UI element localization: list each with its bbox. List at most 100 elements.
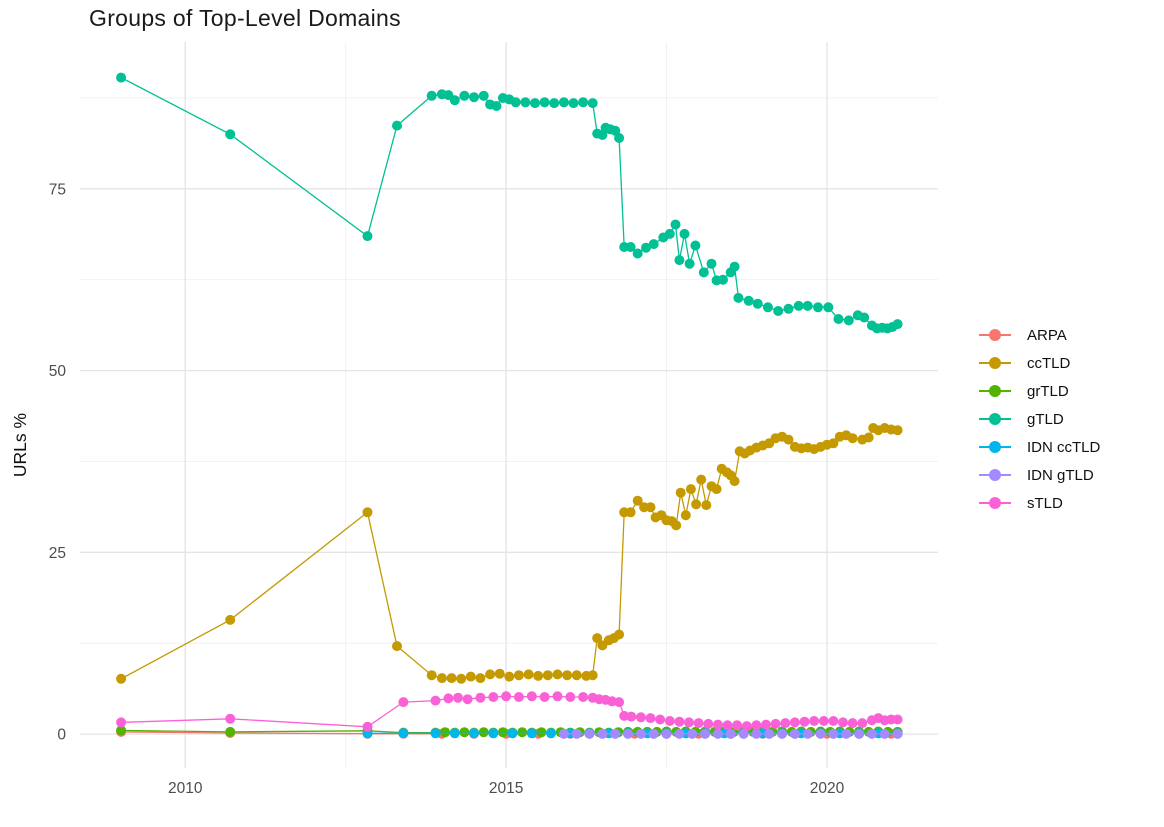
data-point <box>610 728 621 739</box>
data-point <box>626 711 637 722</box>
data-point <box>693 718 704 729</box>
legend-item-arpa: ARPA <box>979 321 1100 349</box>
data-point <box>510 97 521 108</box>
data-point <box>764 728 775 739</box>
data-point <box>751 720 762 731</box>
data-point <box>225 713 236 724</box>
data-point <box>866 728 877 739</box>
data-point <box>762 302 773 313</box>
data-point <box>549 98 560 109</box>
data-point <box>823 302 834 313</box>
data-point <box>780 718 791 729</box>
data-point <box>440 727 451 738</box>
data-point <box>847 433 858 444</box>
data-point <box>670 219 681 230</box>
data-point <box>828 716 839 726</box>
data-point <box>729 261 740 272</box>
y-tick-label: 0 <box>57 727 66 744</box>
data-point <box>526 691 537 702</box>
data-point <box>542 670 553 681</box>
data-point <box>392 120 402 131</box>
data-point <box>426 90 437 101</box>
data-point <box>478 90 489 101</box>
data-point <box>793 300 804 311</box>
data-point <box>513 692 524 702</box>
data-point <box>225 726 236 737</box>
data-point <box>587 98 598 109</box>
data-point <box>592 633 603 644</box>
legend-label: grTLD <box>1027 382 1069 400</box>
data-point <box>398 697 409 708</box>
data-point <box>661 728 672 739</box>
data-point <box>625 507 636 518</box>
data-point <box>530 98 540 109</box>
data-point <box>520 97 531 108</box>
data-point <box>552 691 563 702</box>
data-point <box>809 716 820 726</box>
data-point <box>225 129 236 140</box>
data-point <box>664 228 675 239</box>
data-point <box>398 728 409 739</box>
data-point <box>632 495 643 506</box>
data-point <box>690 240 701 251</box>
data-point <box>761 719 771 730</box>
x-tick-label: 2020 <box>810 780 845 797</box>
data-point <box>674 255 685 266</box>
data-point <box>725 728 736 739</box>
data-point <box>818 716 829 726</box>
data-point <box>687 728 698 739</box>
data-point <box>426 670 437 681</box>
legend-key-icon <box>979 441 1011 453</box>
data-point <box>501 691 512 702</box>
legend-item-stld: sTLD <box>979 489 1100 517</box>
data-point <box>116 725 127 736</box>
data-point <box>578 692 589 702</box>
data-point <box>578 97 589 108</box>
data-point <box>664 716 675 726</box>
legend-label: ccTLD <box>1027 354 1071 372</box>
data-point <box>838 717 848 728</box>
data-point <box>815 728 826 739</box>
legend-key-icon <box>979 413 1011 425</box>
data-point <box>712 728 723 739</box>
data-point <box>635 728 646 739</box>
data-point <box>568 98 579 109</box>
series-line-gTLD <box>120 77 898 330</box>
data-point <box>684 258 695 269</box>
data-point <box>648 728 659 739</box>
data-point <box>696 474 707 485</box>
data-point <box>857 718 868 729</box>
data-point <box>513 670 524 681</box>
data-point <box>491 101 502 111</box>
y-axis-title: URLs % <box>10 413 30 477</box>
data-point <box>751 728 762 739</box>
data-point <box>799 716 810 727</box>
data-point <box>802 728 813 739</box>
data-point <box>523 669 534 680</box>
data-point <box>456 673 467 684</box>
data-point <box>741 721 752 732</box>
data-point <box>462 694 473 705</box>
data-point <box>430 695 441 706</box>
data-point <box>711 484 722 495</box>
data-point <box>485 669 496 680</box>
data-point <box>587 670 598 681</box>
data-point <box>449 95 460 106</box>
data-point <box>552 669 563 680</box>
data-point <box>712 719 723 730</box>
data-point <box>777 728 788 739</box>
legend-key-icon <box>979 357 1011 369</box>
legend-key-icon <box>979 329 1011 341</box>
data-point <box>558 728 569 739</box>
data-point <box>863 432 874 443</box>
data-point <box>392 641 402 652</box>
data-point <box>488 692 499 702</box>
data-point <box>517 727 528 738</box>
data-point <box>469 92 479 103</box>
data-point <box>685 484 696 495</box>
data-point <box>614 133 625 143</box>
data-point <box>859 312 870 323</box>
legend: ARPA ccTLD grTLD gTLD IDN ccTLD IDN gTLD sTLD <box>979 321 1100 517</box>
data-point <box>655 714 666 725</box>
